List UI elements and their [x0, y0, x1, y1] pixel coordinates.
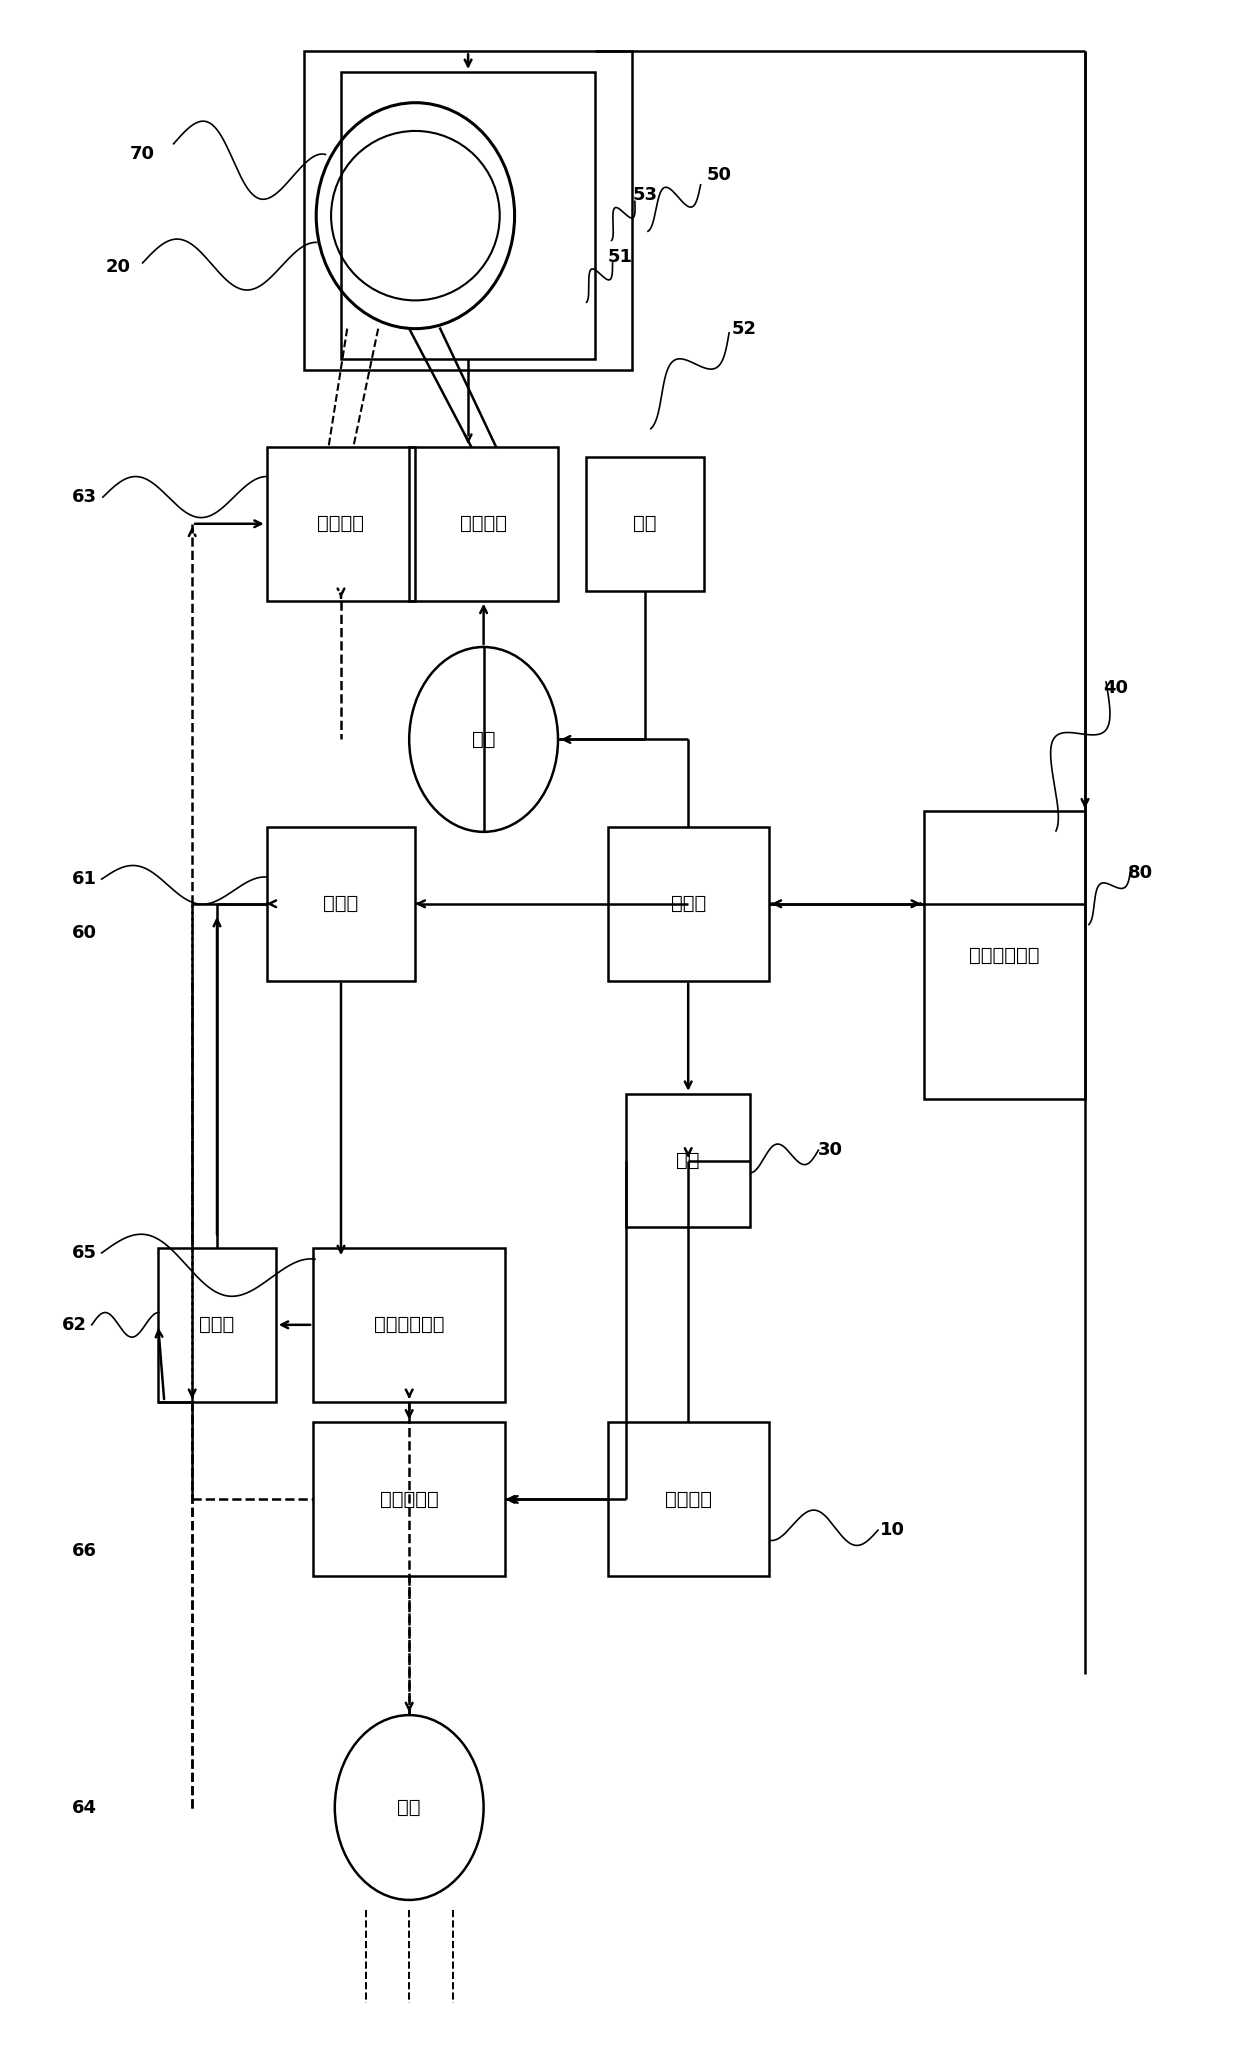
Text: 80: 80: [1128, 865, 1153, 881]
Text: 车身电源: 车身电源: [665, 1489, 712, 1510]
Bar: [608, 826, 769, 980]
Text: 66: 66: [72, 1543, 97, 1559]
Text: 图像分析模块: 图像分析模块: [970, 945, 1039, 965]
Text: 开关: 开关: [677, 1150, 699, 1171]
Text: 64: 64: [72, 1799, 97, 1816]
Text: 61: 61: [72, 871, 97, 887]
Text: 50: 50: [707, 166, 732, 183]
Bar: [159, 1249, 275, 1401]
Text: 喷气嘴嘴: 喷气嘴嘴: [317, 514, 365, 534]
Text: 52: 52: [732, 320, 756, 337]
Bar: [312, 1249, 506, 1401]
Bar: [924, 811, 1085, 1099]
Text: 水箱: 水箱: [634, 514, 656, 534]
Text: 62: 62: [62, 1317, 87, 1333]
Text: 20: 20: [105, 259, 130, 275]
Text: 固态继电器: 固态继电器: [379, 1489, 439, 1510]
Text: 喷水嘴嘴: 喷水嘴嘴: [460, 514, 507, 534]
Text: 65: 65: [72, 1245, 97, 1261]
Bar: [267, 826, 415, 980]
Text: 水泵: 水泵: [472, 729, 495, 750]
Bar: [341, 72, 595, 359]
Bar: [608, 1421, 769, 1577]
Text: 30: 30: [818, 1142, 843, 1158]
Text: 60: 60: [72, 924, 97, 941]
Text: 63: 63: [72, 489, 97, 505]
Text: 53: 53: [632, 187, 657, 203]
Bar: [587, 456, 704, 589]
Text: 70: 70: [130, 146, 155, 162]
Bar: [626, 1093, 750, 1228]
Text: 10: 10: [880, 1522, 905, 1538]
Text: 40: 40: [1104, 680, 1128, 696]
Text: 控制器: 控制器: [671, 893, 706, 914]
Bar: [304, 51, 632, 370]
Text: 气泵: 气泵: [398, 1797, 420, 1818]
Bar: [409, 448, 558, 600]
Bar: [267, 448, 415, 600]
Text: 电磁阀: 电磁阀: [324, 893, 358, 914]
Bar: [312, 1421, 506, 1577]
Text: 储气罐: 储气罐: [200, 1315, 234, 1335]
Text: 气压探测开关: 气压探测开关: [374, 1315, 444, 1335]
Text: 51: 51: [608, 249, 632, 265]
